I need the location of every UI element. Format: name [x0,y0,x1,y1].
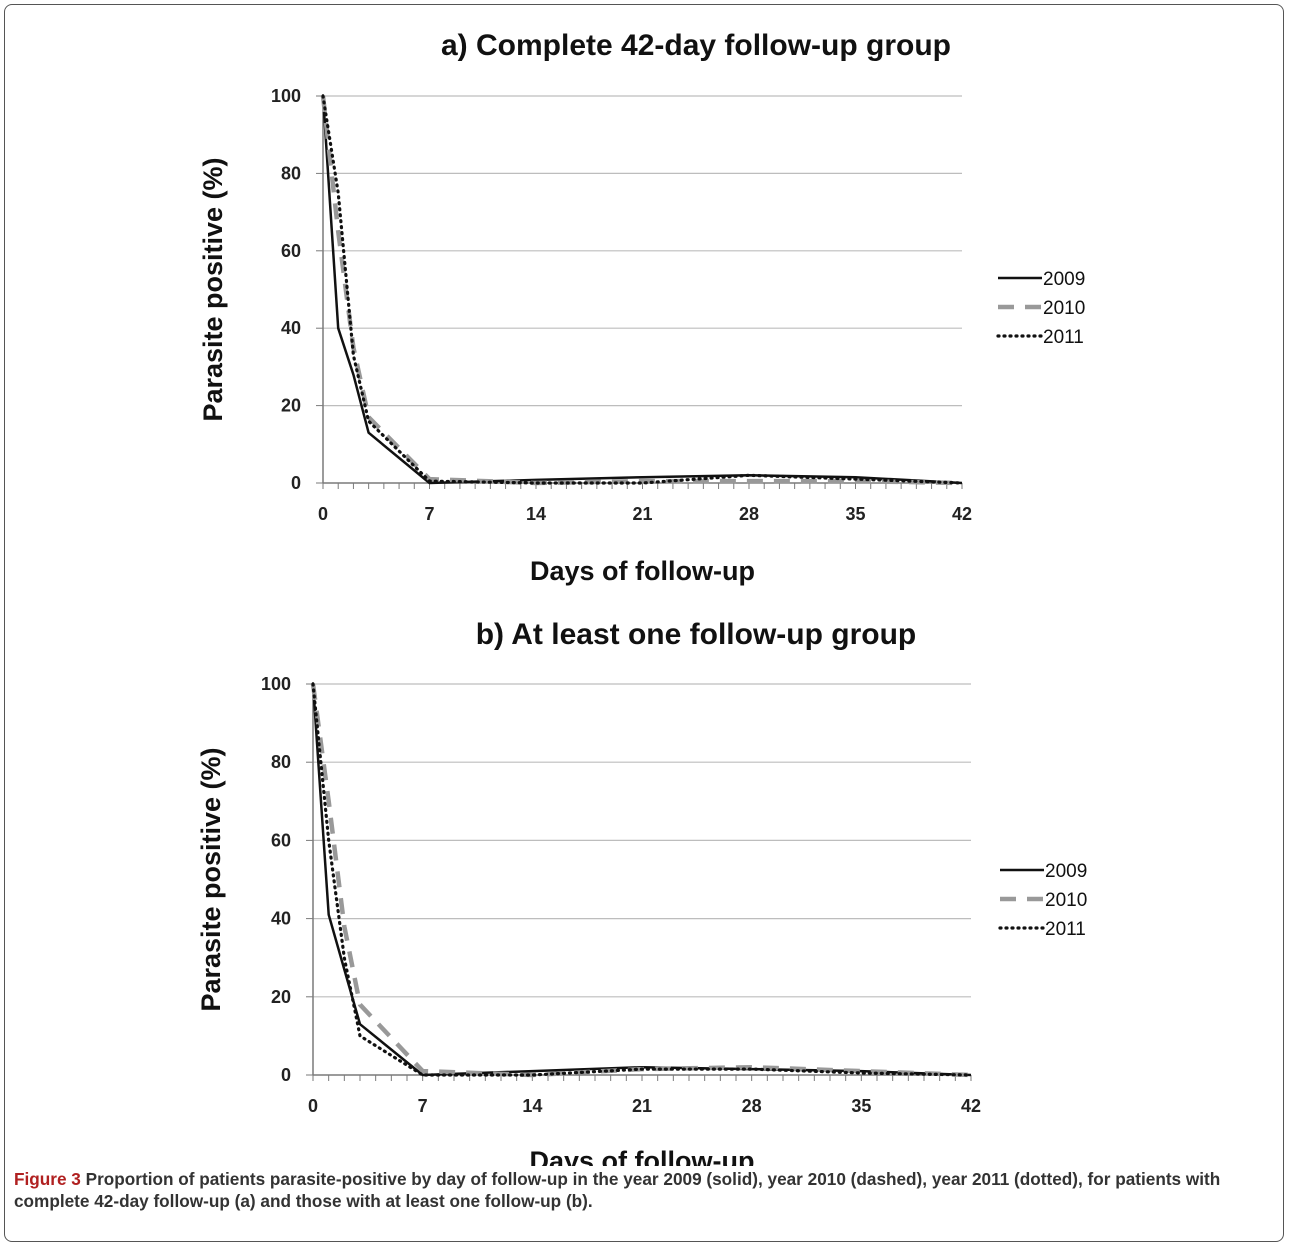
chart-b-ytick-40: 40 [271,909,291,929]
chart-a-series-2011-line [321,94,964,485]
chart-b-xtick-21: 21 [632,1096,652,1116]
chart-a-xtick-28: 28 [739,504,759,524]
chart-b-series-2011-line [311,682,973,1077]
chart-b-xtick-42: 42 [961,1096,981,1116]
chart-b-legend-label-2010: 2010 [1045,890,1087,911]
chart-a-series-2010-line [320,95,963,486]
figure-frame [4,4,1284,1242]
chart-b-xtick-0: 0 [308,1096,318,1116]
chart-b-xtick-14: 14 [522,1096,542,1116]
chart-a-ytick-80: 80 [281,163,301,183]
chart-b-series-2009-line [311,683,972,1077]
caption-lead: Figure 3 [14,1169,81,1189]
chart-b-ytick-20: 20 [271,987,291,1007]
chart-a-ytick-20: 20 [281,396,301,416]
caption-text: Proportion of patients parasite-positive… [14,1169,1221,1211]
chart-b-xtick-7: 7 [418,1096,428,1116]
chart-a-xtick-35: 35 [845,504,865,524]
chart-a-xlabel: Days of follow-up [530,556,755,586]
chart-a: a) Complete 42-day follow-up group 0 20 40 6… [198,29,1085,586]
chart-b-xtick-28: 28 [742,1096,762,1116]
chart-a-xtick-0: 0 [318,504,328,524]
chart-b-ytick-0: 0 [281,1065,291,1085]
chart-a-legend-label-2009: 2009 [1043,269,1085,290]
chart-b-legend-label-2009: 2009 [1045,861,1087,882]
chart-a-ytick-100: 100 [271,86,301,106]
chart-b-xtick-35: 35 [851,1096,871,1116]
chart-a-legend-label-2011: 2011 [1043,327,1084,348]
chart-b-series-2010-line [310,683,972,1078]
chart-a-xtick-21: 21 [632,504,652,524]
chart-a-ylabel: Parasite positive (%) [198,157,228,421]
chart-b-ytick-100: 100 [261,674,291,694]
chart-b-legend-label-2011: 2011 [1045,919,1086,940]
chart-a-title: a) Complete 42-day follow-up group [441,29,951,62]
figure-caption: Figure 3 Proportion of patients parasite… [14,1168,1276,1212]
chart-a-ytick-0: 0 [291,473,301,493]
chart-a-ytick-60: 60 [281,241,301,261]
chart-a-xtick-7: 7 [424,504,434,524]
chart-a-series-2009-line [321,95,963,485]
chart-a-ytick-40: 40 [281,318,301,338]
chart-b-ytick-60: 60 [271,830,291,850]
chart-a-xtick-42: 42 [952,504,972,524]
chart-b-ytick-80: 80 [271,752,291,772]
chart-a-xtick-14: 14 [526,504,546,524]
chart-a-legend-label-2010: 2010 [1043,298,1085,319]
chart-b: b) At least one follow-up group 0 20 40 60 80… [196,618,1087,1166]
chart-b-title: b) At least one follow-up group [476,618,917,651]
chart-b-ylabel: Parasite positive (%) [196,747,226,1011]
chart-b-xlabel: Days of follow-up [530,1146,755,1166]
